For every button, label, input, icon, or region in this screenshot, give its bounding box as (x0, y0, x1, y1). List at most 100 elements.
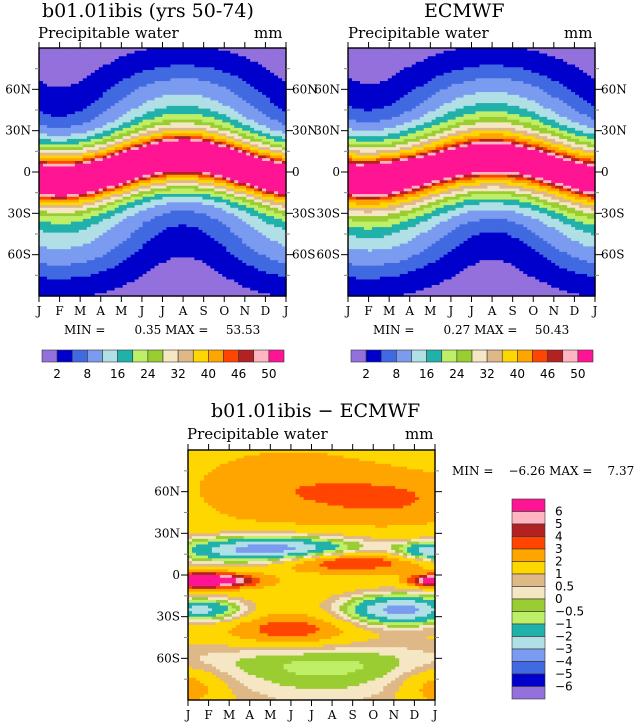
contour-cell (122, 48, 128, 52)
contour-cell (198, 53, 203, 57)
contour-cell (194, 61, 199, 66)
contour-cell (74, 53, 80, 57)
contour-cell (242, 53, 247, 57)
contour-cell (158, 59, 164, 63)
contour-cell (102, 48, 108, 52)
contour-cell (102, 50, 108, 55)
contour-cell (242, 61, 247, 66)
contour-cell (154, 56, 160, 60)
contour-cell (266, 61, 271, 66)
contour-cell (142, 56, 148, 60)
contour-cell (162, 53, 168, 57)
contour-cell (238, 56, 243, 60)
contour-cell (154, 61, 160, 66)
contour-cell (214, 61, 219, 66)
contour-cell (126, 50, 132, 55)
contour-cell (78, 64, 84, 68)
contour-cell (206, 59, 211, 63)
contour-cell (278, 56, 283, 60)
max-value: 7.37 (607, 464, 635, 478)
contour-cell (234, 50, 239, 55)
contour-cell (90, 50, 96, 55)
contour-cell (250, 50, 255, 55)
contour-cell (238, 61, 243, 66)
contour-cell (174, 53, 180, 57)
min-label: MIN = (452, 464, 494, 478)
contour-cell (170, 48, 176, 52)
contour-cell (106, 59, 112, 63)
contour-cell (182, 53, 187, 57)
contour-cell (134, 53, 140, 57)
min-value: 0.27 (443, 323, 471, 337)
contour-cell (106, 56, 112, 60)
contour-cell (62, 50, 68, 55)
contour-cell (214, 48, 219, 52)
contour-cell (102, 53, 108, 57)
contour-cell (230, 50, 235, 55)
contour-cell (50, 59, 56, 63)
contour-cell (222, 59, 227, 63)
contour-cell (194, 50, 199, 55)
contour-cell (246, 56, 251, 60)
contour-cell (150, 59, 156, 63)
contour-cell (42, 64, 48, 68)
contour-cell (226, 53, 231, 57)
contour-cell (78, 61, 84, 66)
contour-cell (39, 56, 44, 60)
contour-cell (178, 48, 184, 52)
contour-cell (258, 59, 263, 63)
min-value: −6.26 (508, 464, 546, 478)
contour-cell (246, 59, 251, 63)
contour-cell (186, 56, 191, 60)
panel-diff-units: mm (405, 425, 434, 443)
contour-cell (122, 56, 128, 60)
contour-cell (254, 61, 259, 66)
contour-cell (94, 64, 100, 68)
contour-cell (138, 56, 144, 60)
contour-cell (98, 61, 104, 66)
contour-cell (86, 64, 92, 68)
contour-cell (146, 50, 152, 55)
contour-cell (74, 61, 80, 66)
contour-cell (274, 59, 279, 63)
contour-cell (246, 61, 251, 66)
contour-cell (134, 50, 140, 55)
contour-cell (170, 53, 176, 57)
contour-cell (234, 56, 239, 60)
contour-cell (94, 61, 100, 66)
contour-cell (226, 50, 231, 55)
contour-cell (106, 48, 112, 52)
contour-cell (202, 53, 207, 57)
contour-cell (74, 50, 80, 55)
contour-cell (250, 53, 255, 57)
contour-cell (238, 48, 243, 52)
contour-cell (158, 61, 164, 66)
contour-cell (42, 50, 48, 55)
contour-cell (186, 59, 191, 63)
contour-cell (250, 56, 255, 60)
contour-cell (198, 59, 203, 63)
contour-cell (202, 56, 207, 60)
contour-cell (202, 48, 207, 52)
contour-cell (42, 59, 48, 63)
contour-cell (166, 48, 172, 52)
contour-cell (98, 50, 104, 55)
contour-cell (94, 50, 100, 55)
contour-cell (162, 59, 168, 63)
contour-cell (154, 59, 160, 63)
contour-cell (278, 53, 283, 57)
contour-cell (82, 61, 88, 66)
contour-cell (70, 53, 76, 57)
contour-cell (82, 64, 88, 68)
contour-cell (58, 50, 64, 55)
contour-cell (54, 53, 60, 57)
contour-cell (110, 59, 116, 63)
contour-cell (162, 48, 168, 52)
contour-cell (78, 59, 84, 63)
contour-cell (86, 61, 92, 66)
min-label: MIN = (64, 323, 106, 337)
contour-cell (246, 48, 251, 52)
contour-cell (206, 53, 211, 57)
contour-cell (222, 48, 227, 52)
contour-cell (226, 59, 231, 63)
